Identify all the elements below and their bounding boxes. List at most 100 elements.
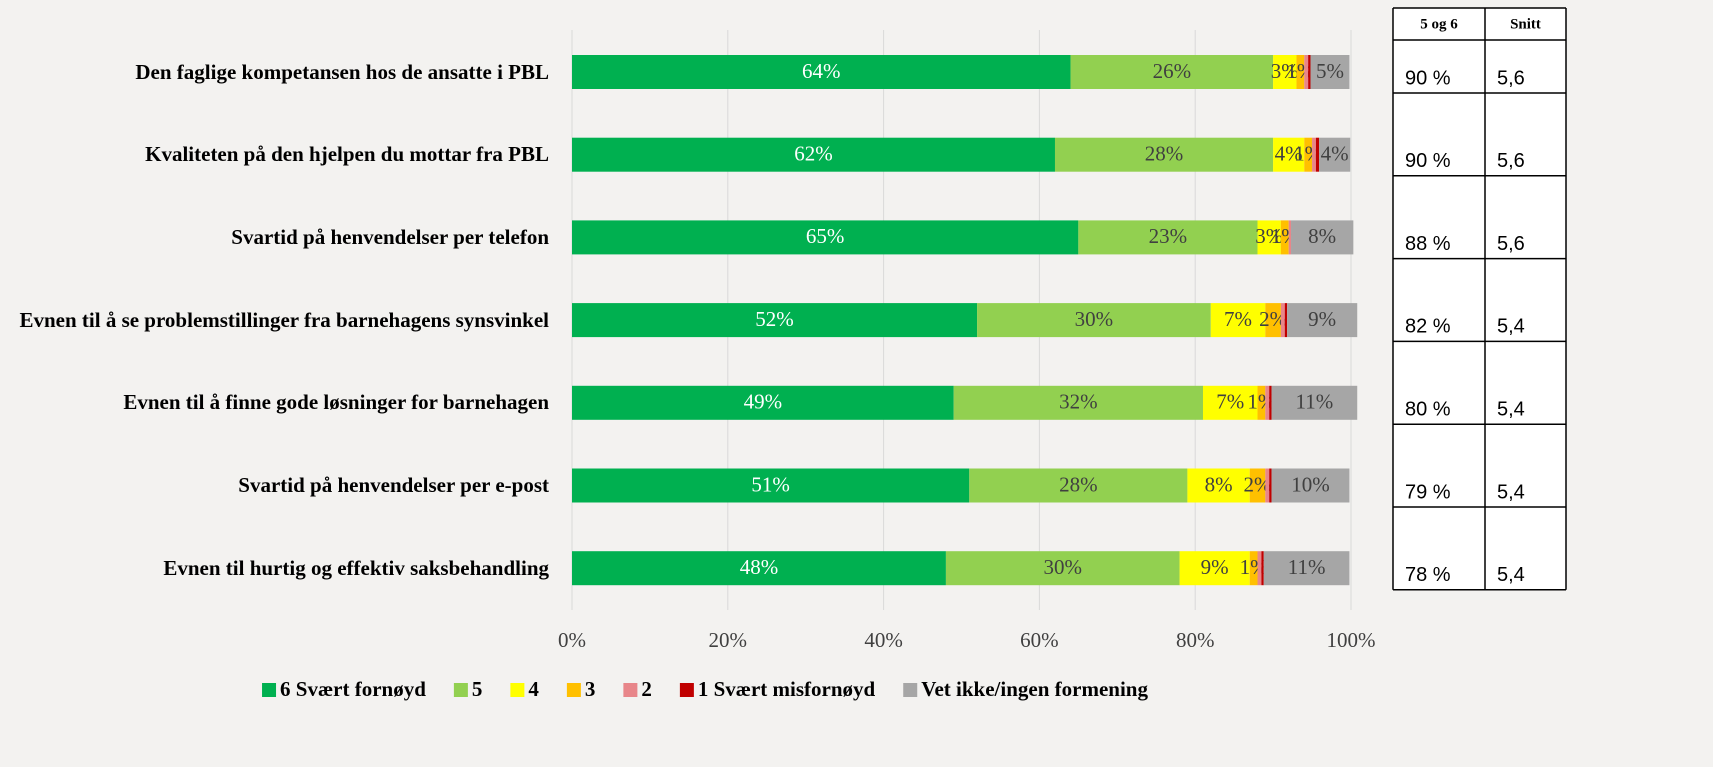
- category-label: Evnen til å finne gode løsninger for bar…: [4, 373, 549, 433]
- legend-label: 4: [528, 677, 539, 701]
- bar-segment: [1273, 137, 1305, 172]
- bar-segment: [1273, 55, 1297, 89]
- data-label: 65%: [806, 224, 845, 248]
- bar-segment: [572, 551, 946, 586]
- table-cell: 5,6: [1497, 150, 1525, 172]
- legend-label: 2: [641, 677, 652, 701]
- data-label: 11%: [1296, 390, 1334, 414]
- bar-segment: [1280, 220, 1289, 255]
- legend-swatch: [679, 683, 694, 697]
- data-label: 49%: [744, 390, 783, 414]
- legend-swatch: [453, 683, 468, 697]
- legend-swatch: [510, 683, 525, 697]
- data-label: 8%: [1205, 472, 1233, 496]
- category-text: Evnen til hurtig og effektiv saksbehandl…: [163, 555, 549, 580]
- data-label: 23%: [1149, 224, 1188, 248]
- x-tick-label: 20%: [709, 628, 748, 652]
- data-label: 28%: [1145, 142, 1184, 166]
- bar-segment: [1179, 551, 1250, 586]
- table-cell: 90 %: [1405, 67, 1451, 89]
- bar-segment: [1070, 55, 1274, 89]
- table-cell: 79 %: [1405, 481, 1451, 503]
- data-label: 9%: [1201, 555, 1229, 579]
- bar-segment: [1296, 55, 1305, 89]
- bar-segment: [572, 137, 1055, 172]
- table-cell: 5,6: [1497, 67, 1525, 89]
- bar-segment: [1269, 385, 1272, 420]
- data-label: 62%: [794, 142, 833, 166]
- bar-segment: [1263, 551, 1350, 586]
- bar-segment: [1054, 137, 1274, 172]
- bar-segment: [1078, 220, 1258, 255]
- bar-segment: [1265, 385, 1270, 420]
- x-tick-label: 60%: [1020, 628, 1059, 652]
- category-text: Evnen til å finne gode løsninger for bar…: [123, 390, 549, 415]
- bar-segment: [1271, 468, 1350, 503]
- bar-segment: [945, 551, 1180, 586]
- data-label: 3%: [1255, 224, 1283, 248]
- table-cell: 82 %: [1405, 316, 1451, 338]
- x-tick-label: 40%: [864, 628, 903, 652]
- table-cell: 5,4: [1497, 398, 1525, 420]
- category-label: Den faglige kompetansen hos de ansatte i…: [4, 42, 549, 102]
- data-label: 4%: [1275, 142, 1303, 166]
- table-cell: 88 %: [1405, 233, 1451, 255]
- legend: 6 Svært fornøyd 5 4 3 2 1 Svært misfornøyd Vet…: [262, 677, 1148, 701]
- category-label: Evnen til å se problemstillinger fra bar…: [4, 290, 549, 350]
- table-header: Snitt: [1510, 16, 1541, 32]
- legend-swatch: [623, 683, 638, 697]
- bar-segment: [969, 468, 1188, 503]
- table-cell: 5,4: [1497, 564, 1525, 586]
- bar-segment: [1249, 551, 1258, 586]
- x-tick-label: 0%: [558, 628, 586, 652]
- bar-segment: [1304, 137, 1313, 172]
- bar-segment: [572, 468, 970, 503]
- category-text: Den faglige kompetansen hos de ansatte i…: [135, 59, 549, 84]
- data-label: 51%: [751, 472, 790, 496]
- data-label: 52%: [755, 307, 794, 331]
- table-cell: 5,4: [1497, 316, 1525, 338]
- legend-label: 5: [472, 677, 483, 701]
- bar-segment: [572, 220, 1079, 255]
- bar-segment: [1308, 55, 1311, 89]
- table-cell: 5,4: [1497, 481, 1525, 503]
- legend-label: 3: [585, 677, 596, 701]
- bar-segment: [953, 385, 1203, 420]
- legend-label: Vet ikke/ingen formening: [921, 677, 1148, 701]
- data-label: 9%: [1308, 307, 1336, 331]
- table-cell: 78 %: [1405, 564, 1451, 586]
- category-label: Evnen til hurtig og effektiv saksbehandl…: [4, 538, 549, 598]
- bar-segment: [1284, 303, 1288, 338]
- bar-segment: [1257, 551, 1262, 586]
- bar-segment: [1287, 303, 1358, 338]
- bar-segment: [1249, 468, 1266, 503]
- bar-segment: [1261, 551, 1264, 586]
- bar-segment: [1310, 55, 1350, 89]
- bar-segment: [1291, 220, 1354, 255]
- category-label: Kvaliteten på den hjelpen du mottar fra …: [4, 125, 549, 185]
- data-label: 30%: [1044, 555, 1083, 579]
- bar-segment: [1257, 220, 1281, 255]
- data-label: 26%: [1153, 59, 1192, 83]
- bar-segment: [572, 55, 1071, 89]
- data-label: 8%: [1308, 224, 1336, 248]
- table-header: 5 og 6: [1420, 16, 1458, 32]
- bar-segment: [1265, 303, 1281, 338]
- data-label: 4%: [1321, 142, 1349, 166]
- bar-segment: [1257, 385, 1266, 420]
- data-label: 7%: [1224, 307, 1252, 331]
- legend-swatch: [903, 683, 918, 697]
- bar-segment: [572, 385, 954, 420]
- legend-swatch: [262, 683, 277, 697]
- category-label: Svartid på henvendelser per e-post: [4, 456, 549, 516]
- legend-swatch: [566, 683, 581, 697]
- bar-segment: [1271, 385, 1358, 420]
- bar-segment: [1202, 385, 1258, 420]
- bar-segment: [1315, 137, 1320, 172]
- category-text: Svartid på henvendelser per e-post: [238, 473, 549, 497]
- category-text: Evnen til å se problemstillinger fra bar…: [19, 307, 549, 332]
- bar-segment: [1319, 137, 1351, 172]
- data-label: 32%: [1059, 390, 1098, 414]
